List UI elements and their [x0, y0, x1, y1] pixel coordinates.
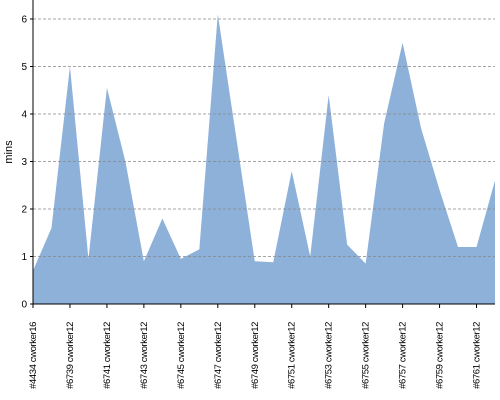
x-tick-label: #6753 cworker12 [324, 322, 335, 389]
x-tick-label: #6757 cworker12 [398, 322, 409, 389]
x-tick-label: #6759 cworker12 [435, 322, 446, 389]
x-tick-label: #6745 cworker12 [176, 322, 187, 389]
x-tick-label: #6743 cworker12 [139, 322, 150, 389]
area [33, 14, 495, 304]
y-tick-label: 6 [21, 15, 27, 26]
x-tick-label: #6761 cworker12 [472, 322, 483, 389]
x-tick-label: #4434 cworker16 [28, 322, 39, 389]
y-tick-label: 4 [21, 110, 27, 121]
y-tick-label: 0 [21, 300, 27, 311]
y-tick-label: 5 [21, 62, 27, 73]
x-tick-label: #6739 cworker12 [65, 322, 76, 389]
x-tick-label: #6755 cworker12 [361, 322, 372, 389]
x-tick-label: #6741 cworker12 [102, 322, 113, 389]
y-axis-label: mins [3, 140, 15, 164]
x-tick-label: #6751 cworker12 [287, 322, 298, 389]
x-tick-label: #6747 cworker12 [213, 322, 224, 389]
y-tick-label: 2 [21, 205, 27, 216]
y-tick-label: 1 [21, 252, 27, 263]
x-tick-label: #6749 cworker12 [250, 322, 261, 389]
y-tick-label: 3 [21, 157, 27, 168]
